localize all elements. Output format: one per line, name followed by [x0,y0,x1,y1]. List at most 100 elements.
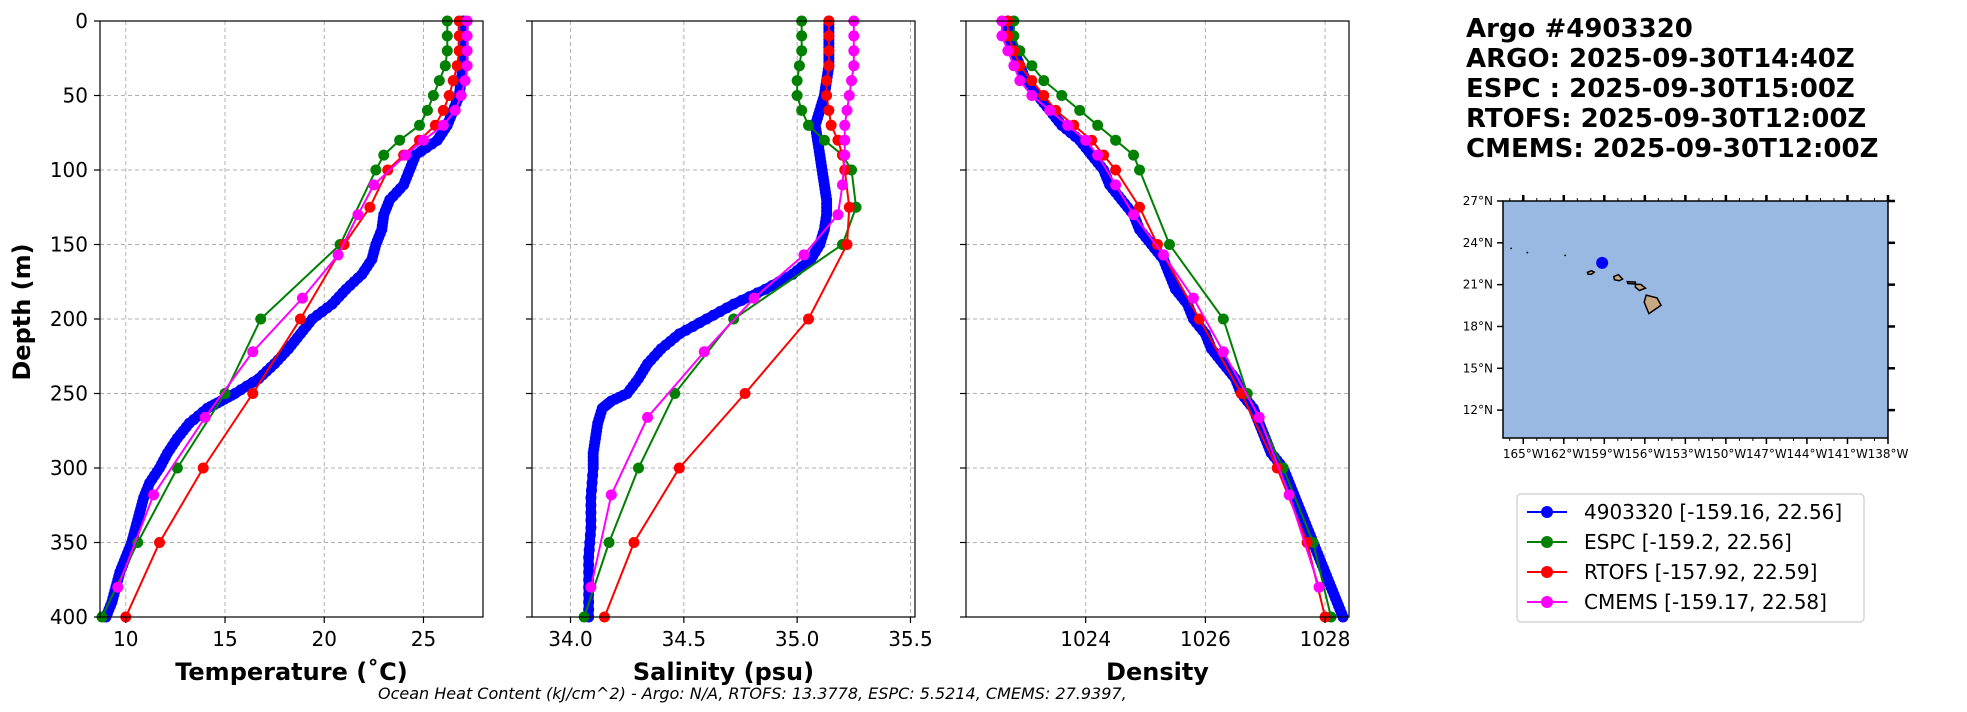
salinity-cmems-line [589,21,855,588]
temperature-cmems-point [400,149,412,161]
salinity-espc-point [633,462,645,474]
ylabel-group: Depth (m) [8,243,36,380]
salinity-espc-point [793,60,805,72]
legend-label: RTOFS [-157.92, 22.59] [1584,560,1817,584]
temperature-cmems-point [461,60,473,72]
salinity-cmems-point [798,249,810,261]
map-lon-label: 165°W [1503,447,1544,461]
salinity-rtofs-point [821,90,833,101]
density-xtick-label: 1028 [1300,627,1351,651]
density-espc-point [1163,239,1175,250]
salinity-x-axis-label: Salinity (psu) [633,658,814,686]
depth-tick-label: 100 [50,158,88,182]
legend-label: 4903320 [-159.16, 22.56] [1584,500,1842,524]
temperature-espc-point [394,134,406,146]
density-cmems-point [1062,119,1074,131]
salinity-rtofs-point [823,30,835,42]
salinity-panel: 34.0 34.5 35.0 35.5 Salinity (psu) [526,15,933,686]
temperature-xtick-label: 10 [113,627,138,651]
salinity-rtofs-point [823,60,835,72]
temperature-cmems-point [461,45,473,57]
density-xtick-label: 1026 [1180,627,1231,651]
salinity-cmems-point [585,581,597,593]
map-lon-label: 150°W [1706,447,1747,461]
salinity-espc-point [818,134,830,146]
temperature-rtofs-point [382,164,394,176]
map-islet [1510,247,1513,250]
map-island [1586,269,1596,275]
salinity-cmems-point [839,134,851,146]
title-espc-time: ESPC : 2025-09-30T15:00Z [1466,74,1855,104]
temperature-espc-point [421,104,433,116]
salinity-espc-point [796,45,808,57]
map-islet [1564,254,1567,257]
map-lat-label: 24°N [1463,236,1493,250]
density-cmems-point [1026,90,1038,101]
salinity-cmems-point [698,346,710,358]
temperature-espc-point [378,149,390,161]
density-cmems-point [1217,346,1229,358]
map-island [1626,280,1637,285]
map-float-marker [1596,256,1609,269]
temperature-rtofs-point [247,388,259,399]
salinity-xtick-label: 34.0 [548,627,593,651]
salinity-xtick-label: 35.5 [888,627,933,651]
legend-label: ESPC [-159.2, 22.56] [1584,530,1792,554]
map-lat-label: 21°N [1463,278,1493,292]
legend-label: CMEMS [-159.17, 22.58] [1584,590,1827,614]
density-rtofs-point [1110,164,1122,176]
salinity-cmems-point [839,119,851,131]
density-cmems-point [1187,292,1199,304]
density-cmems-point [1157,249,1169,261]
temperature-espc-point [413,119,425,131]
map-lat-label: 18°N [1463,319,1493,333]
map-lon-label: 138°W [1868,447,1909,461]
salinity-cmems-point [848,45,860,57]
density-espc-point [1026,60,1038,72]
temperature-espc-point [370,164,382,176]
temperature-xtick-label: 20 [312,627,337,651]
map-lon-label: 141°W [1827,447,1868,461]
title-float-id: Argo #4903320 [1466,14,1693,44]
temperature-rtofs-point [451,60,463,72]
density-espc-point [1056,90,1068,101]
temperature-rtofs-point [443,90,455,101]
density-cmems-point [1044,104,1056,116]
temperature-cmems-series [112,15,473,593]
depth-tick-label: 150 [50,233,88,257]
salinity-cmems-point [605,489,617,501]
density-cmems-point [1110,179,1122,191]
depth-tick-label: 300 [50,456,88,480]
legend-marker [1541,506,1553,518]
map-lon-label: 153°W [1665,447,1706,461]
temperature-rtofs-point [437,104,449,116]
temperature-rtofs-point [453,30,465,42]
y-axis-label: Depth (m) [8,243,36,380]
temperature-x-axis-label: Temperature (˚C) [175,658,408,686]
salinity-rtofs-point [823,45,835,57]
density-rtofs-point [1038,90,1050,101]
depth-tick-label: 400 [50,605,88,629]
legend-box [1516,493,1865,623]
temperature-rtofs-point [453,45,465,57]
salinity-espc-point [603,537,615,548]
legend-marker [1541,596,1553,608]
title-argo-time: ARGO: 2025-09-30T14:40Z [1466,44,1855,74]
salinity-xtick-label: 34.5 [662,627,707,651]
salinity-rtofs-point [821,75,833,87]
depth-tick-label: 350 [50,531,88,555]
density-cmems-point [1080,134,1092,146]
temperature-cmems-point [455,90,467,101]
salinity-cmems-point [843,90,855,101]
legend: 4903320 [-159.16, 22.56] ESPC [-159.2, 22… [1516,493,1865,623]
salinity-cmems-point [846,75,858,87]
temperature-xtick-label: 25 [411,627,436,651]
temperature-rtofs-point [447,75,459,87]
map-lon-label: 159°W [1584,447,1625,461]
salinity-cmems-point [836,179,848,191]
temperature-rtofs-point [364,201,376,213]
density-cmems-point [1092,149,1104,161]
temperature-cmems-point [148,489,160,501]
map-island [1634,283,1648,292]
